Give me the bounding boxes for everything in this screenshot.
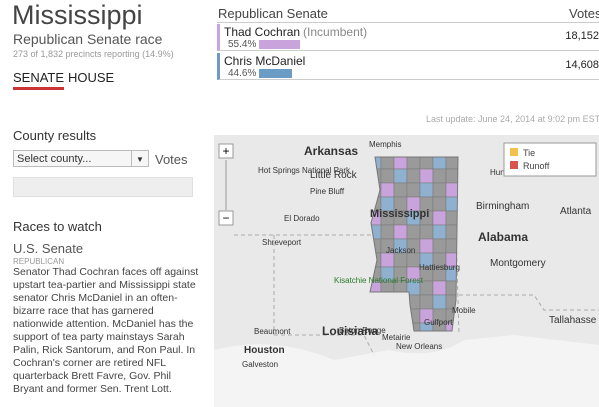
county xyxy=(419,168,434,184)
state-outline xyxy=(369,156,459,332)
map-label: Memphis xyxy=(369,140,401,149)
map-label: Galveston xyxy=(242,360,278,369)
percent: 44.6% xyxy=(228,68,257,79)
gulf xyxy=(214,335,599,407)
county xyxy=(419,182,434,198)
map-label: Hot Springs National Park xyxy=(258,166,351,175)
county xyxy=(380,252,395,268)
result-row: Chris McDaniel 44.6% 14,608 xyxy=(217,53,599,80)
state-borders xyxy=(234,159,599,356)
votes-heading: Votes xyxy=(569,6,599,21)
candidate-name: Thad Cochran (Incumbent) xyxy=(224,25,368,39)
map-label: Little Rock xyxy=(310,170,358,181)
subtitle: Republican Senate race xyxy=(13,31,163,47)
legend-box xyxy=(503,142,597,177)
map-label: Jackson xyxy=(386,246,415,255)
map: Arkansas Memphis Hot Springs National Park… xyxy=(214,135,599,407)
county xyxy=(393,182,408,198)
map-label: Shreveport xyxy=(262,238,302,247)
map-label: New Orleans xyxy=(396,342,442,351)
county xyxy=(432,168,447,184)
map-label: Beaumont xyxy=(254,327,291,336)
county xyxy=(380,224,395,240)
legend-label: Tie xyxy=(523,148,535,158)
race-party: REPUBLICAN xyxy=(13,257,65,266)
last-update: Last update: June 24, 2014 at 9:02 pm ES… xyxy=(426,114,599,124)
reporting: 273 of 1,832 precincts reporting (14.9%) xyxy=(13,49,174,59)
map-label: Tallahasse xyxy=(549,315,597,326)
map-label: Louisiana xyxy=(322,324,378,338)
county xyxy=(432,294,447,310)
legend-label: Runoff xyxy=(523,161,550,171)
map-label: Alabama xyxy=(478,230,528,244)
county xyxy=(445,322,458,331)
zoom-controls: + − xyxy=(218,143,234,226)
section-heading: Races to watch xyxy=(13,219,102,234)
county xyxy=(432,196,447,212)
zoom-in[interactable] xyxy=(218,143,234,159)
legend-swatch xyxy=(510,148,518,156)
divider xyxy=(217,22,599,23)
county xyxy=(445,168,458,184)
race-text: Senator Thad Cochran faces off against u… xyxy=(13,266,199,395)
county xyxy=(419,224,434,240)
zoom-in-icon: + xyxy=(222,144,229,158)
map-label: El Dorado xyxy=(284,214,320,223)
map-label: Kisatchie National Forest xyxy=(334,276,424,285)
map-label: Arkansas xyxy=(304,144,358,158)
map-label: Atlanta xyxy=(560,206,592,217)
map-label: Mississippi xyxy=(370,208,429,220)
county xyxy=(432,238,447,254)
county xyxy=(432,182,447,198)
results-rows: Thad Cochran (Incumbent) 55.4% 18,152 Chris … xyxy=(217,24,599,82)
map-label: Birmingham xyxy=(476,201,529,212)
map-label: Pine Bluff xyxy=(310,187,345,196)
county-box xyxy=(13,177,193,197)
county xyxy=(432,210,447,226)
map-label: Mobile xyxy=(452,306,476,315)
county xyxy=(393,252,408,268)
title: Mississippi xyxy=(12,0,143,30)
county xyxy=(380,168,395,184)
map-label: Metairie xyxy=(382,333,411,342)
votes: 14,608 xyxy=(565,59,599,71)
percent-bar xyxy=(259,40,300,49)
county xyxy=(393,168,408,184)
county xyxy=(432,280,447,296)
candidate-note: (Incumbent) xyxy=(303,25,368,39)
county xyxy=(380,182,395,198)
county xyxy=(419,294,434,310)
zoom-out[interactable] xyxy=(218,210,234,226)
percent: 55.4% xyxy=(228,39,257,50)
map-label: Montgomery xyxy=(490,258,546,269)
candidate-name: Chris McDaniel xyxy=(224,54,306,68)
county xyxy=(406,182,421,198)
county xyxy=(393,224,408,240)
map-label: Houston xyxy=(244,345,285,356)
map-label: Hattiesburg xyxy=(419,263,460,272)
select-arrow: ▼ xyxy=(131,151,148,166)
select-text: Select county... xyxy=(17,153,92,165)
tab[interactable]: HOUSE xyxy=(68,70,115,85)
zoom-out-icon: − xyxy=(222,211,229,225)
county xyxy=(406,224,421,240)
county xyxy=(406,168,421,184)
map-label: Gulfport xyxy=(424,318,453,327)
county-select[interactable]: Select county... ▼ xyxy=(13,150,149,167)
section-heading: County results xyxy=(13,128,97,143)
votes: 18,152 xyxy=(565,30,599,42)
race-title[interactable]: U.S. Senate xyxy=(13,241,84,256)
percent-bar xyxy=(259,69,292,78)
votes-label: Votes xyxy=(155,152,188,167)
result-row: Thad Cochran (Incumbent) 55.4% 18,152 xyxy=(217,24,599,51)
legend-swatch xyxy=(510,161,518,169)
map-label: Baton Rouge xyxy=(339,326,386,335)
results-heading: Republican Senate xyxy=(218,6,328,21)
county xyxy=(432,224,447,240)
tab[interactable]: SENATE xyxy=(13,70,65,90)
county xyxy=(419,238,434,254)
